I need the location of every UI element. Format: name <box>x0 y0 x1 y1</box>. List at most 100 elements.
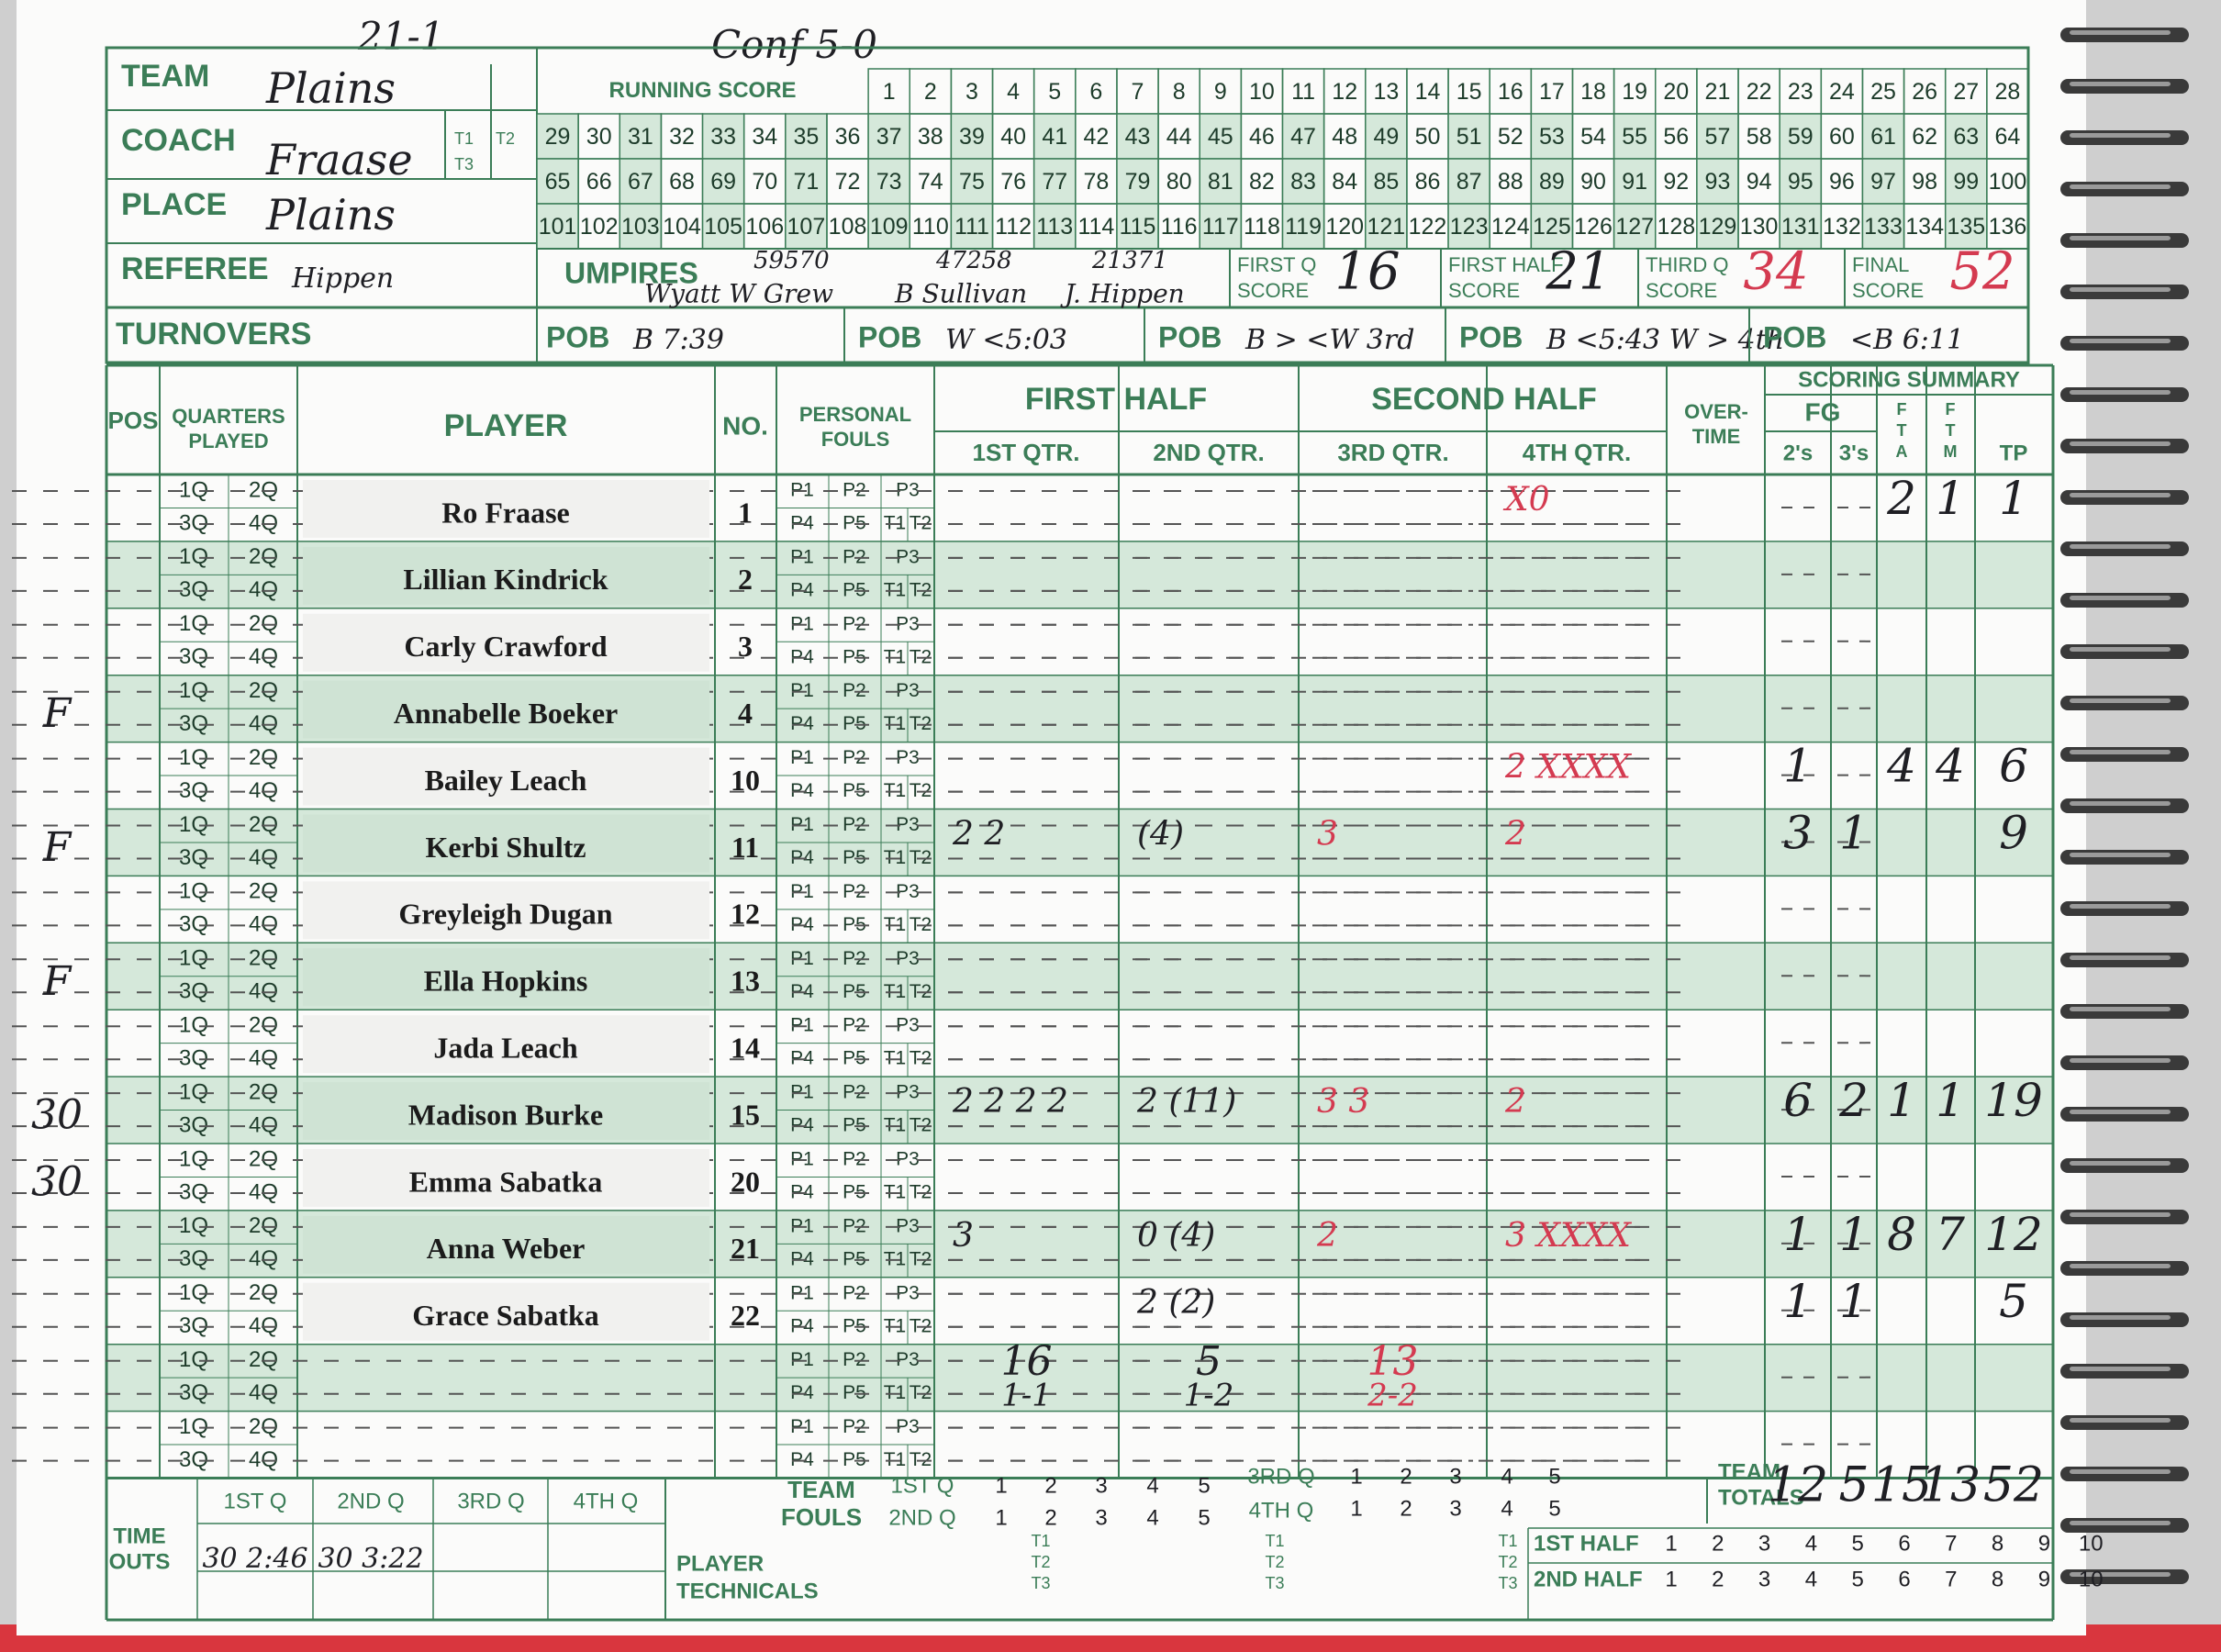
label: SCORE <box>1448 279 1520 302</box>
quarter-tally: 2 (2) <box>1136 1284 1215 1322</box>
stat: 7 <box>1936 1208 1965 1261</box>
cell <box>1116 114 1159 159</box>
running-number: 43 <box>1125 124 1151 150</box>
running-number: 10 <box>1249 79 1275 105</box>
label: 4TH Q <box>574 1489 639 1513</box>
label: 4Q <box>249 1246 278 1271</box>
running-number: 110 <box>912 214 949 240</box>
running-number: 112 <box>995 214 1032 240</box>
label: 7 <box>1945 1567 1957 1591</box>
name-box <box>303 814 709 873</box>
running-number: 115 <box>1120 214 1156 240</box>
player-name: Greyleigh Dugan <box>398 898 612 931</box>
spiral-shine <box>2070 493 2171 497</box>
spiral-shine <box>2070 1007 2171 1011</box>
handwriting: B 7:39 <box>632 324 724 356</box>
label: SCORE <box>1646 279 1717 302</box>
spiral-shine <box>2070 544 2171 549</box>
player-number: 22 <box>731 1299 760 1332</box>
running-number: 16 <box>1498 79 1523 105</box>
label: POB <box>858 320 921 353</box>
spiral-shine <box>2070 750 2171 754</box>
running-number: 38 <box>918 124 943 150</box>
running-number: 88 <box>1498 169 1523 195</box>
running-number: 6 <box>1089 79 1102 105</box>
label: 3RD QTR. <box>1337 439 1448 466</box>
label: 2ND Q <box>337 1489 404 1513</box>
running-number: 52 <box>1498 124 1523 150</box>
running-number: 41 <box>1042 124 1067 150</box>
label: 5 <box>1198 1505 1210 1530</box>
label: 3Q <box>179 1179 208 1204</box>
spiral-shine <box>2070 287 2171 292</box>
spiral-shine <box>2070 133 2171 138</box>
label: 3 <box>1449 1464 1461 1489</box>
label: 5 <box>1548 1464 1560 1489</box>
label: P5 <box>843 713 866 734</box>
spiral-shine <box>2070 1367 2171 1371</box>
cell <box>1531 204 1573 249</box>
label: T3 <box>454 155 474 173</box>
position-mark: F <box>42 824 73 871</box>
stat: 1 <box>1936 472 1965 525</box>
label: P5 <box>843 1382 866 1403</box>
label: P3 <box>896 480 920 501</box>
label: 4Q <box>249 711 278 736</box>
label: F <box>1897 400 1907 419</box>
running-number: 104 <box>663 214 701 240</box>
label: SECOND HALF <box>1371 382 1597 417</box>
spiral-shine <box>2070 1212 2171 1217</box>
cell <box>1780 159 1822 204</box>
label: 1 <box>1350 1464 1362 1489</box>
name-box <box>303 1215 709 1274</box>
label: 4 <box>1146 1473 1158 1498</box>
spiral-shine <box>2070 647 2171 652</box>
label: 1 <box>1665 1531 1677 1556</box>
running-number: 70 <box>752 169 777 195</box>
running-number: 62 <box>1912 124 1937 150</box>
running-number: 33 <box>710 124 736 150</box>
player-number: 10 <box>731 764 760 797</box>
cell <box>1780 114 1822 159</box>
label: 1Q <box>179 544 208 569</box>
label: POB <box>1459 320 1523 353</box>
label: P2 <box>843 1215 866 1236</box>
label: T <box>1946 421 1956 440</box>
label: 3Q <box>179 1447 208 1472</box>
label: T3 <box>1031 1574 1050 1592</box>
running-number: 58 <box>1747 124 1772 150</box>
position-mark: F <box>42 958 73 1005</box>
label: 1Q <box>179 611 208 636</box>
cell <box>619 159 662 204</box>
player-number: 2 <box>738 563 753 596</box>
label: 4Q <box>249 644 278 669</box>
team-total: 5 <box>1838 1458 1869 1513</box>
running-number: 8 <box>1173 79 1186 105</box>
spiral-shine <box>2070 236 2171 240</box>
running-number: 29 <box>545 124 571 150</box>
cell <box>1613 159 1656 204</box>
quarter-tally: 0 (4) <box>1137 1217 1215 1255</box>
label: 2ND HALF <box>1534 1567 1643 1591</box>
time-out: 30 2:46 <box>202 1543 307 1575</box>
running-number: 25 <box>1870 79 1896 105</box>
player-name: Madison Burke <box>408 1098 603 1131</box>
label: SCORING SUMMARY <box>1798 367 2020 392</box>
cell <box>537 114 579 159</box>
running-number: 78 <box>1083 169 1109 195</box>
cell <box>1862 159 1904 204</box>
quarter-tally: 2 XXXX <box>1504 749 1632 787</box>
label: FIRST HALF <box>1448 253 1564 276</box>
label: 3Q <box>179 1246 208 1271</box>
running-number: 5 <box>1048 79 1061 105</box>
player-number: 20 <box>731 1165 760 1198</box>
cell <box>1116 204 1159 249</box>
score-value: 16 <box>1334 242 1400 302</box>
label: 4TH Q <box>1249 1498 1314 1523</box>
running-number: 130 <box>1740 214 1779 240</box>
running-number: 60 <box>1829 124 1855 150</box>
running-number: 123 <box>1450 214 1489 240</box>
quarter-tally: 3 <box>953 1217 974 1255</box>
label: POS <box>108 407 159 434</box>
cell <box>1033 159 1076 204</box>
